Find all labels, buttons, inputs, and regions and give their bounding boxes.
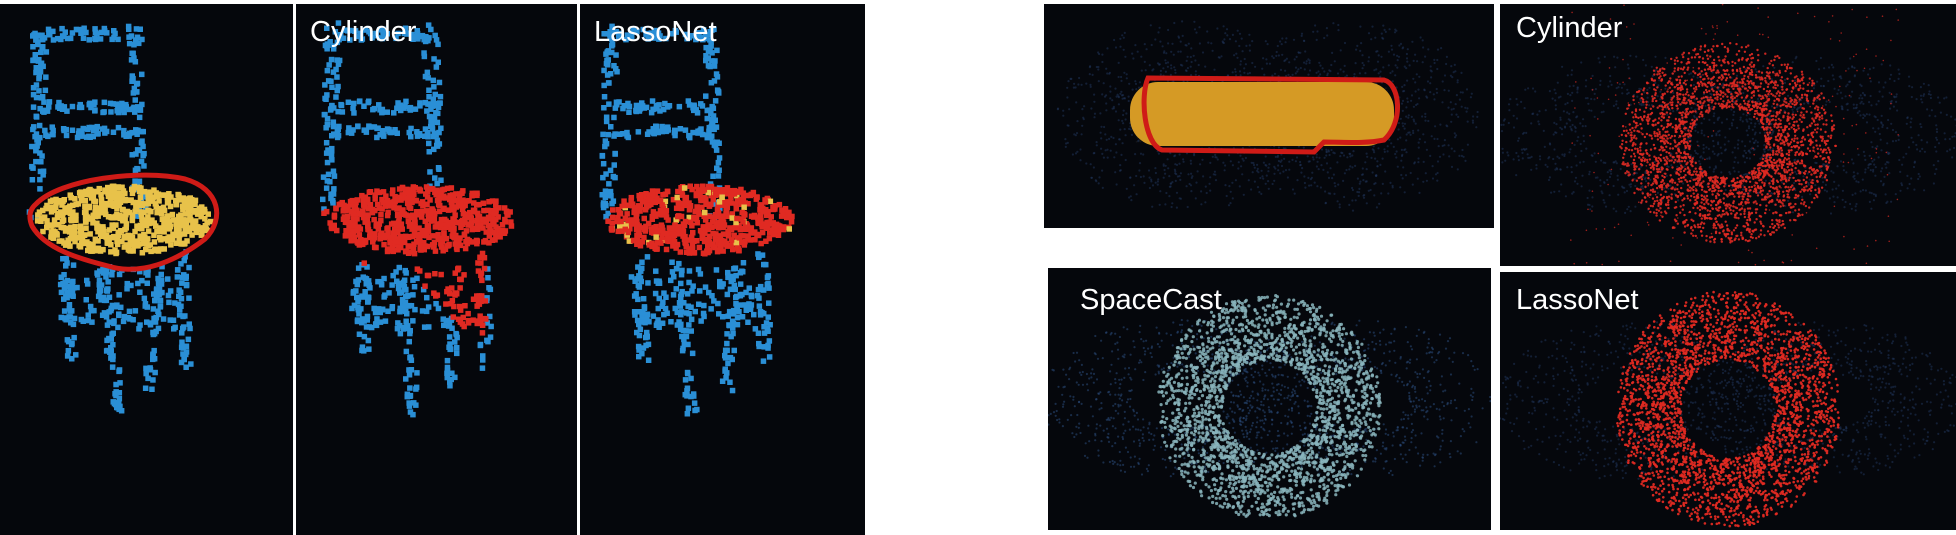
selected-points xyxy=(1157,294,1382,518)
selection-band xyxy=(1130,82,1394,146)
selected-points xyxy=(1619,42,1837,244)
selected-points xyxy=(321,184,515,336)
torus-input-scatter xyxy=(1056,20,1479,212)
torus-spacecast-scatter xyxy=(1048,294,1491,518)
chair-input-scatter xyxy=(26,23,220,414)
context-points xyxy=(320,20,494,418)
torus-lassonet-panel: LassoNet xyxy=(1500,272,1956,530)
selected-points xyxy=(34,183,214,257)
chair-cylinder-label: Cylinder xyxy=(310,16,417,48)
lasso-outline xyxy=(27,172,220,272)
context-points xyxy=(1500,54,1956,215)
torus-spacecast-panel: SpaceCast xyxy=(1048,268,1491,530)
chair-cylinder-panel: Cylinder xyxy=(296,4,577,535)
lasso-outline xyxy=(1141,75,1400,155)
torus-cylinder-label: Cylinder xyxy=(1516,12,1623,44)
selected-points xyxy=(1616,290,1840,528)
chair-lassonet-scatter xyxy=(599,23,795,417)
context-points xyxy=(1500,321,1956,480)
torus-cylinder-scatter xyxy=(1500,4,1956,266)
torus-cylinder-panel: Cylinder xyxy=(1500,4,1956,266)
chair-cylinder-scatter xyxy=(320,20,515,418)
torus-input-panel xyxy=(1044,4,1494,228)
scattered-selected-points xyxy=(1570,4,1899,266)
selected-points xyxy=(605,183,795,257)
context-points xyxy=(26,23,194,414)
torus-lassonet-label: LassoNet xyxy=(1516,284,1639,316)
context-points xyxy=(599,23,773,417)
torus-lassonet-scatter xyxy=(1500,290,1956,528)
chair-lassonet-label: LassoNet xyxy=(594,16,717,48)
context-points xyxy=(1048,318,1491,478)
chair-lassonet-panel: LassoNet xyxy=(580,4,865,535)
chair-input-panel xyxy=(0,4,293,535)
torus-spacecast-label: SpaceCast xyxy=(1080,284,1222,316)
